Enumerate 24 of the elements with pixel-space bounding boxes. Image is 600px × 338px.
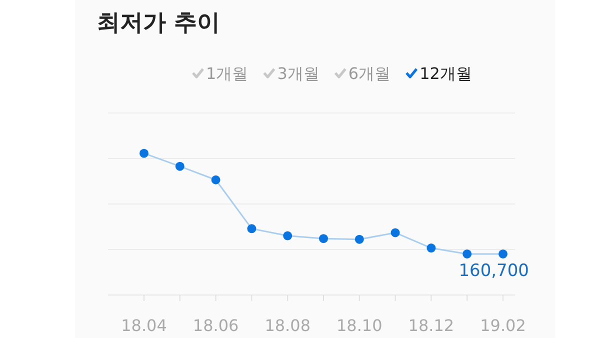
legend-item: 12개월 xyxy=(406,64,472,83)
x-tick-label: 18.12 xyxy=(408,316,454,335)
x-tick-label: 18.08 xyxy=(264,316,311,335)
x-tick-label: 19.02 xyxy=(480,316,526,335)
x-tick-label: 18.04 xyxy=(121,316,167,335)
point xyxy=(426,244,436,253)
legend-item: 6개월 xyxy=(334,64,391,83)
point xyxy=(247,224,256,234)
data-label: 160,700 xyxy=(458,260,529,281)
point xyxy=(319,234,328,244)
title: 최저가 추이 xyxy=(97,10,220,36)
legend-label: 12개월 xyxy=(420,64,472,83)
point xyxy=(354,234,364,244)
point xyxy=(140,148,148,158)
point xyxy=(390,228,400,238)
legend-item: 3개월 xyxy=(263,64,320,83)
x-tick-label: 18.10 xyxy=(336,316,382,335)
point xyxy=(211,175,220,184)
legend-item: 1개월 xyxy=(192,64,248,83)
point xyxy=(175,162,184,171)
point xyxy=(462,249,472,258)
point xyxy=(498,249,508,258)
point xyxy=(283,231,292,240)
x-tick-label: 18.06 xyxy=(192,316,239,335)
